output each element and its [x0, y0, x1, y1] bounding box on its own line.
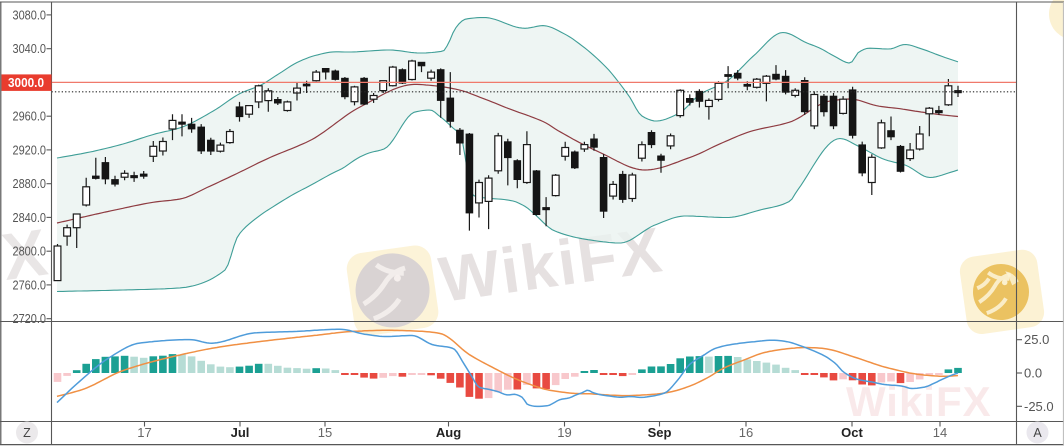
svg-text:3000.0: 3000.0	[8, 75, 44, 90]
svg-text:WikiFX: WikiFX	[846, 378, 992, 425]
svg-text:2920.0: 2920.0	[13, 142, 47, 157]
svg-text:14: 14	[933, 425, 947, 440]
svg-text:2720.0: 2720.0	[13, 311, 47, 326]
svg-text:15: 15	[318, 425, 332, 440]
svg-text:2880.0: 2880.0	[13, 176, 47, 191]
svg-text:Oct: Oct	[841, 425, 863, 440]
svg-text:2840.0: 2840.0	[13, 210, 47, 225]
svg-text:3080.0: 3080.0	[13, 7, 47, 22]
svg-text:2800.0: 2800.0	[13, 244, 47, 259]
svg-text:25.0: 25.0	[1024, 332, 1049, 347]
svg-text:FX: FX	[0, 214, 53, 300]
svg-text:19: 19	[557, 425, 571, 440]
svg-text:3040.0: 3040.0	[13, 41, 47, 56]
svg-text:Sep: Sep	[648, 425, 672, 440]
svg-text:Jul: Jul	[231, 425, 250, 440]
svg-text:16: 16	[739, 425, 753, 440]
svg-text:-25.0: -25.0	[1024, 399, 1054, 414]
svg-text:Aug: Aug	[436, 425, 461, 440]
svg-text:17: 17	[137, 425, 151, 440]
svg-text:A: A	[1033, 426, 1042, 440]
svg-text:2760.0: 2760.0	[13, 277, 47, 292]
svg-text:2960.0: 2960.0	[13, 109, 47, 124]
svg-text:0.0: 0.0	[1024, 366, 1042, 381]
svg-text:Z: Z	[23, 426, 31, 440]
